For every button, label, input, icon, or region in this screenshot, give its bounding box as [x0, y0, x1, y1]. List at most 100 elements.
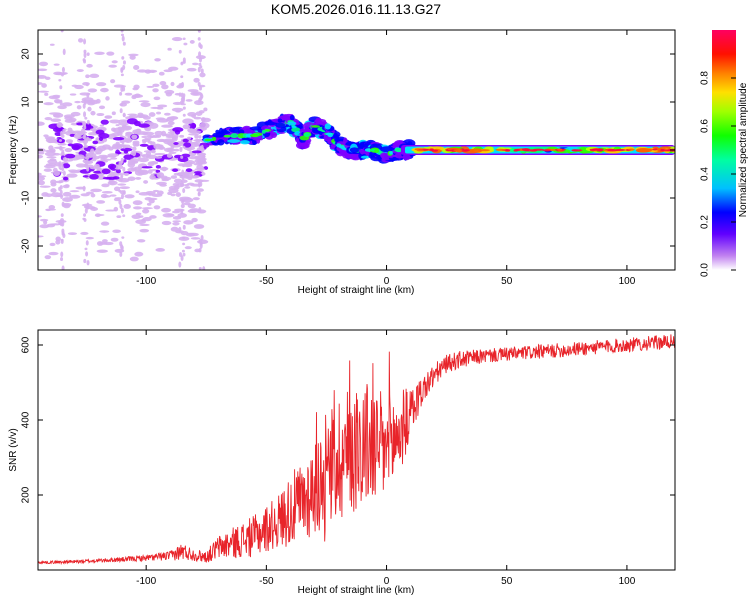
spectral-blob: [172, 168, 179, 172]
spectral-blob: [83, 111, 87, 118]
y-tick-label: 20: [21, 48, 32, 60]
snr-y-ticks: 200 400 600: [21, 336, 675, 503]
spectral-blob: [38, 176, 46, 181]
spectral-blob: [80, 231, 89, 236]
spectral-blob: [324, 123, 331, 130]
spectral-blob: [197, 30, 201, 33]
colorbar-tick-label: 0.4: [700, 167, 711, 181]
spectral-blob: [607, 149, 619, 152]
spectral-blob: [99, 241, 108, 245]
spectral-blob: [143, 180, 149, 184]
x-tick-label: 100: [619, 276, 636, 287]
spectral-blob: [62, 170, 66, 176]
spectral-blob: [357, 143, 370, 148]
spectral-blob: [83, 218, 87, 222]
x-tick-label: -50: [259, 576, 274, 587]
spectral-blob: [557, 148, 563, 151]
spectral-blob: [311, 125, 320, 128]
spectral-blob: [133, 120, 141, 127]
spectral-blob: [137, 114, 149, 119]
spectral-blob: [120, 103, 124, 107]
spectral-blob: [187, 111, 197, 117]
spectral-blob: [38, 215, 42, 218]
spectral-blob: [43, 220, 48, 225]
spectral-blob: [194, 100, 204, 106]
y-tick-label: -10: [21, 190, 32, 205]
spectral-blob: [109, 194, 117, 197]
spectral-blob: [45, 163, 57, 166]
spectral-blob: [84, 205, 88, 209]
spectral-blob: [116, 215, 122, 219]
spectral-blob: [181, 153, 191, 158]
spectral-blob: [45, 193, 53, 198]
spectral-blob: [203, 107, 208, 112]
spectral-blob: [58, 161, 62, 165]
spectral-blob: [120, 73, 124, 77]
spectral-blob: [120, 33, 124, 37]
spectral-blob: [61, 201, 65, 207]
spectral-blob: [134, 93, 141, 98]
spectral-blob: [105, 209, 117, 212]
colorbar-tick-label: 0.2: [700, 215, 711, 229]
x-tick-label: 100: [619, 576, 636, 587]
spectral-blob: [159, 80, 167, 86]
spectral-blob: [119, 108, 123, 114]
snr-x-label: Height of straight line (km): [298, 585, 415, 596]
spectral-blob: [182, 138, 189, 143]
spectral-blob: [87, 106, 92, 112]
spectral-blob: [374, 148, 380, 154]
spectral-blob: [61, 151, 65, 156]
heatmap-layer: [38, 30, 675, 270]
spectral-blob: [460, 149, 469, 152]
spectral-blob: [112, 143, 121, 149]
spectral-blob: [60, 251, 64, 258]
spectral-blob: [38, 68, 48, 72]
spectral-blob: [64, 153, 76, 159]
spectral-blob: [513, 149, 519, 152]
spectral-blob: [74, 84, 84, 90]
spectral-blob: [364, 148, 372, 152]
spectral-blob: [166, 116, 179, 120]
spectral-blob: [164, 89, 175, 95]
spectral-blob: [69, 194, 81, 199]
spectral-blob: [135, 212, 142, 216]
spectral-blob: [167, 213, 174, 216]
spectral-blob: [89, 128, 98, 132]
spectral-blob: [152, 88, 159, 93]
spectral-blob: [180, 209, 184, 215]
spectral-blob: [59, 146, 63, 151]
spectral-blob: [83, 142, 87, 146]
spectral-blob: [147, 140, 153, 144]
spectral-blob: [74, 100, 81, 104]
spectral-blob: [135, 176, 142, 180]
spectral-blob: [188, 142, 200, 148]
spectral-blob: [132, 200, 143, 206]
spectral-blob: [87, 88, 98, 93]
spectral-blob: [137, 157, 149, 163]
spectral-blob: [142, 217, 152, 222]
spectral-blob: [199, 92, 203, 97]
spectral-blob: [167, 47, 172, 51]
spectral-blob: [123, 172, 129, 177]
spectral-blob: [146, 85, 155, 88]
spectral-blob: [199, 238, 203, 244]
spectral-blob: [110, 237, 119, 242]
y-tick-label: -20: [21, 238, 32, 253]
snr-y-label: SNR (v/v): [8, 428, 19, 471]
spectral-blob: [124, 92, 133, 96]
spectral-blob: [44, 117, 53, 121]
spectral-blob: [187, 128, 197, 132]
spectral-blob: [73, 133, 84, 140]
spectral-blob: [122, 41, 126, 46]
spectral-blob: [163, 133, 175, 137]
spectral-blob: [138, 215, 144, 218]
spectral-blob: [137, 165, 143, 170]
spectral-blob: [122, 214, 126, 218]
spectral-blob: [170, 81, 175, 87]
spectral-blob: [92, 140, 99, 145]
spectral-blob: [199, 72, 206, 78]
spectral-blob: [156, 172, 165, 178]
spectral-blob: [122, 60, 126, 65]
spectral-blob: [138, 123, 150, 128]
